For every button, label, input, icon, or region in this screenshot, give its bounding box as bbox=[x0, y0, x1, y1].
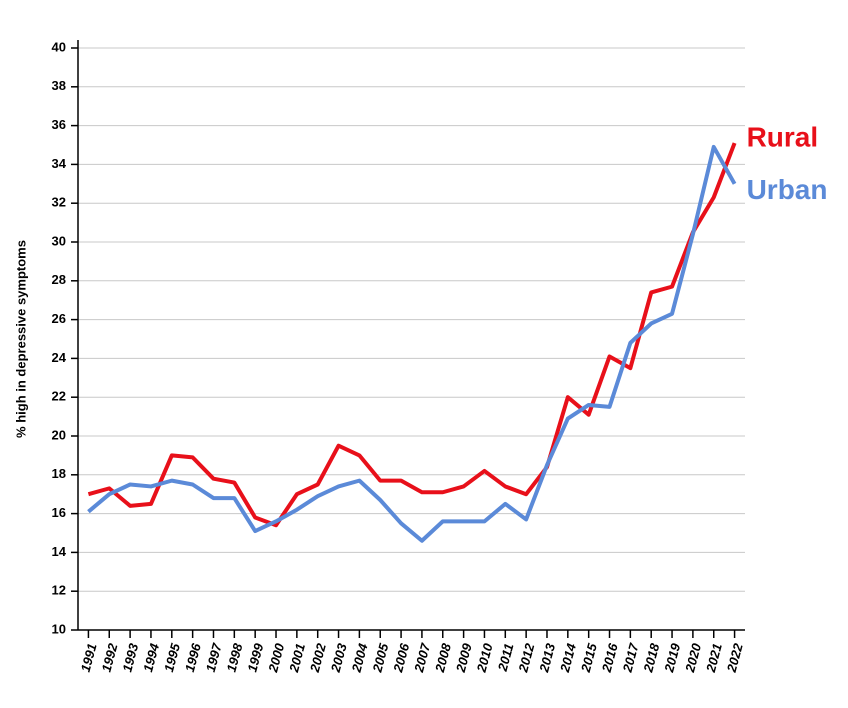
y-tick-label: 34 bbox=[52, 156, 67, 171]
y-tick-label: 10 bbox=[52, 621, 66, 636]
y-tick-label: 30 bbox=[52, 233, 66, 248]
y-tick-label: 20 bbox=[52, 427, 66, 442]
x-tick-label: 1997 bbox=[203, 641, 225, 674]
x-tick-label: 2003 bbox=[328, 641, 350, 675]
x-tick-label: 2014 bbox=[557, 641, 579, 675]
x-tick-label: 1998 bbox=[224, 641, 246, 674]
x-tick-label: 2021 bbox=[703, 642, 725, 675]
y-tick-label: 24 bbox=[52, 350, 67, 365]
series-label: Urban bbox=[747, 174, 828, 205]
x-tick-label: 2001 bbox=[286, 642, 308, 675]
x-tick-label: 2013 bbox=[536, 641, 558, 675]
x-tick-label: 2015 bbox=[578, 641, 600, 675]
x-tick-label: 2018 bbox=[640, 641, 662, 675]
x-tick-label: 2017 bbox=[619, 641, 641, 675]
y-tick-label: 16 bbox=[52, 505, 66, 520]
x-tick-label: 1992 bbox=[99, 641, 121, 674]
x-tick-label: 2002 bbox=[307, 641, 329, 675]
line-series bbox=[87, 144, 737, 543]
x-tick-label: 2005 bbox=[369, 641, 391, 675]
x-tick-label: 2007 bbox=[411, 641, 433, 675]
x-tick-label: 2010 bbox=[473, 641, 495, 675]
y-axis-label: % high in depressive symptoms bbox=[13, 240, 28, 438]
series-label: Rural bbox=[747, 121, 819, 152]
x-tick-label: 2000 bbox=[265, 641, 287, 675]
y-tick-label: 18 bbox=[52, 466, 66, 481]
x-tick-label: 1994 bbox=[140, 641, 162, 674]
y-tick-label: 38 bbox=[52, 78, 66, 93]
y-tick-label: 32 bbox=[52, 195, 66, 210]
x-tick-label: 2009 bbox=[453, 641, 475, 675]
x-tick-label: 1995 bbox=[161, 641, 183, 674]
y-tick-label: 40 bbox=[52, 39, 66, 54]
y-tick-label: 14 bbox=[52, 544, 67, 559]
x-tick-label: 2006 bbox=[390, 641, 412, 675]
y-tick-label: 26 bbox=[52, 311, 66, 326]
y-tick-label: 28 bbox=[52, 272, 66, 287]
x-tick-label: 1991 bbox=[78, 642, 100, 674]
y-tick-label: 22 bbox=[52, 389, 66, 404]
x-tick-label: 1999 bbox=[244, 641, 266, 674]
x-tick-label: 1996 bbox=[182, 641, 204, 674]
x-tick-label: 2019 bbox=[661, 641, 683, 675]
line-series bbox=[87, 142, 737, 528]
x-tick-label: 2012 bbox=[515, 641, 537, 675]
x-tick-label: 2004 bbox=[348, 641, 370, 675]
y-tick-label: 36 bbox=[52, 117, 66, 132]
x-tick-label: 2022 bbox=[724, 641, 746, 675]
x-tick-label: 2008 bbox=[432, 641, 454, 675]
x-tick-label: 2020 bbox=[682, 641, 704, 675]
y-tick-label: 12 bbox=[52, 583, 66, 598]
x-tick-label: 2016 bbox=[599, 641, 621, 675]
x-tick-label: 2011 bbox=[495, 642, 517, 674]
x-tick-label: 1993 bbox=[119, 641, 141, 674]
